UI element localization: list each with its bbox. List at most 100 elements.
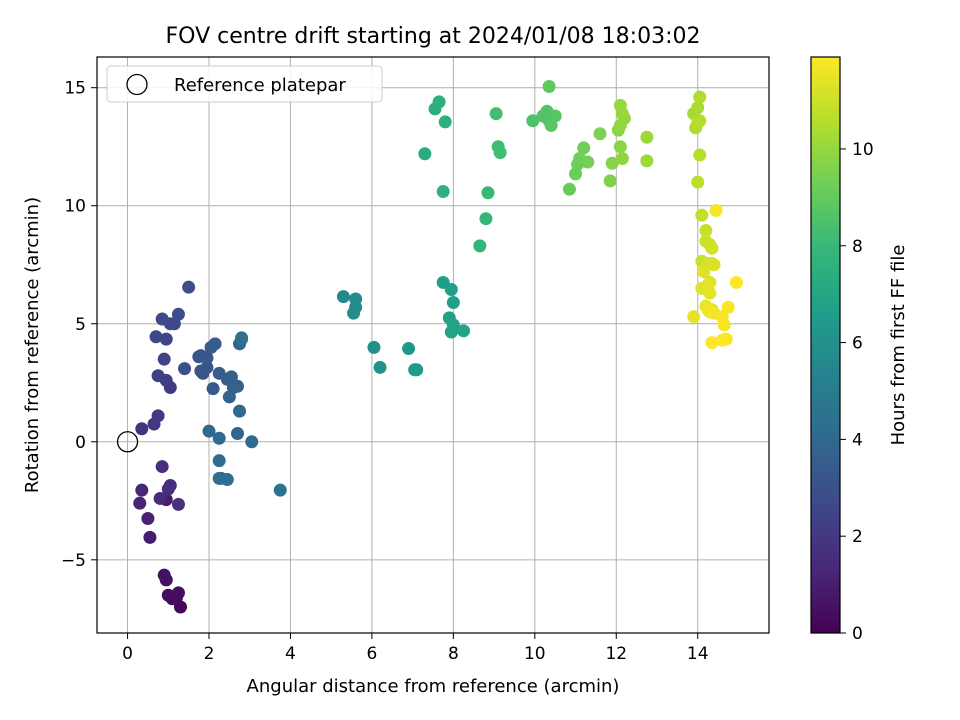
colorbar-gradient xyxy=(810,56,841,634)
data-point xyxy=(640,130,654,144)
data-point xyxy=(133,496,147,510)
data-point xyxy=(418,147,432,161)
data-point xyxy=(693,90,707,104)
data-point xyxy=(141,512,155,526)
data-point xyxy=(273,483,287,497)
colorbar-tick-label: 8 xyxy=(852,237,863,257)
data-point xyxy=(161,482,175,496)
colorbar-label: Hours from first FF file xyxy=(888,245,909,446)
data-point xyxy=(603,174,617,188)
data-point xyxy=(542,80,556,94)
data-point xyxy=(171,497,185,511)
data-point xyxy=(373,360,387,374)
data-point xyxy=(231,427,245,441)
data-point xyxy=(605,156,619,170)
data-point xyxy=(224,370,238,384)
x-axis-label: Angular distance from reference (arcmin) xyxy=(247,676,620,697)
data-point xyxy=(581,155,595,169)
data-point xyxy=(163,317,177,331)
x-tick-label: 6 xyxy=(366,644,377,664)
y-tick-label: 10 xyxy=(64,197,86,217)
colorbar: 0 2 4 6 8 10 Hours from first FF file xyxy=(810,56,909,644)
data-point xyxy=(200,351,214,365)
colorbar-tick-label: 4 xyxy=(852,430,863,450)
data-point xyxy=(613,140,627,154)
y-tick-label: 5 xyxy=(75,315,86,335)
data-point xyxy=(693,148,707,162)
data-point xyxy=(717,318,731,332)
data-point xyxy=(577,141,591,155)
colorbar-ticks: 0 2 4 6 8 10 xyxy=(840,140,874,644)
data-point xyxy=(489,107,503,121)
data-point xyxy=(709,203,723,217)
data-point xyxy=(214,471,228,485)
data-point xyxy=(212,454,226,468)
data-point xyxy=(206,382,220,396)
data-point xyxy=(157,568,171,582)
data-point xyxy=(212,431,226,445)
plot-frame xyxy=(96,56,770,634)
data-point xyxy=(526,114,540,128)
data-point xyxy=(729,275,743,289)
data-point xyxy=(367,340,381,354)
colorbar-tick-label: 2 xyxy=(852,527,863,547)
data-point xyxy=(691,101,705,115)
colorbar-tick-label: 0 xyxy=(852,624,863,644)
data-point xyxy=(707,258,721,272)
data-point xyxy=(231,379,245,393)
data-point xyxy=(245,435,259,449)
data-point xyxy=(438,115,452,129)
data-point xyxy=(347,306,361,320)
data-point xyxy=(402,342,416,356)
data-point xyxy=(208,337,222,351)
data-point xyxy=(479,212,493,226)
data-point xyxy=(615,152,629,166)
y-axis-ticks: −5 0 5 10 15 xyxy=(61,79,97,571)
data-point xyxy=(613,118,627,132)
data-point xyxy=(194,364,208,378)
x-tick-label: 2 xyxy=(204,644,215,664)
data-point xyxy=(182,280,196,294)
data-point xyxy=(149,330,163,344)
data-point xyxy=(473,239,487,253)
x-tick-label: 0 xyxy=(122,644,133,664)
data-point xyxy=(446,296,460,310)
data-point xyxy=(703,286,717,300)
data-point xyxy=(699,224,713,238)
data-point xyxy=(336,290,350,304)
colorbar-tick-label: 10 xyxy=(852,140,874,160)
legend: Reference platepar xyxy=(106,65,383,103)
data-point xyxy=(151,409,165,423)
data-point xyxy=(135,483,149,497)
data-point xyxy=(171,307,185,321)
data-point xyxy=(687,310,701,324)
chart-title: FOV centre drift starting at 2024/01/08 … xyxy=(166,24,701,49)
x-tick-label: 8 xyxy=(448,644,459,664)
data-point xyxy=(693,114,707,128)
data-point xyxy=(705,241,719,255)
x-tick-label: 10 xyxy=(524,644,546,664)
data-point xyxy=(544,118,558,132)
data-point xyxy=(432,95,446,109)
legend-marker-icon xyxy=(126,73,148,96)
data-point xyxy=(151,369,165,383)
data-point xyxy=(436,185,450,199)
y-tick-label: −5 xyxy=(61,551,86,571)
reference-platepar-marker xyxy=(116,431,139,453)
data-point xyxy=(171,586,185,600)
y-axis-label: Rotation from reference (arcmin) xyxy=(22,197,43,493)
data-point xyxy=(481,186,495,200)
data-point xyxy=(721,300,735,314)
data-point xyxy=(233,404,247,418)
data-point xyxy=(457,324,471,338)
data-point xyxy=(202,424,216,438)
data-point xyxy=(161,588,175,602)
data-point xyxy=(444,283,458,297)
data-point xyxy=(143,530,157,544)
data-point xyxy=(640,154,654,168)
data-point xyxy=(695,208,709,222)
legend-entry-label: Reference platepar xyxy=(174,75,346,96)
data-point xyxy=(410,363,424,377)
data-point xyxy=(135,422,149,436)
